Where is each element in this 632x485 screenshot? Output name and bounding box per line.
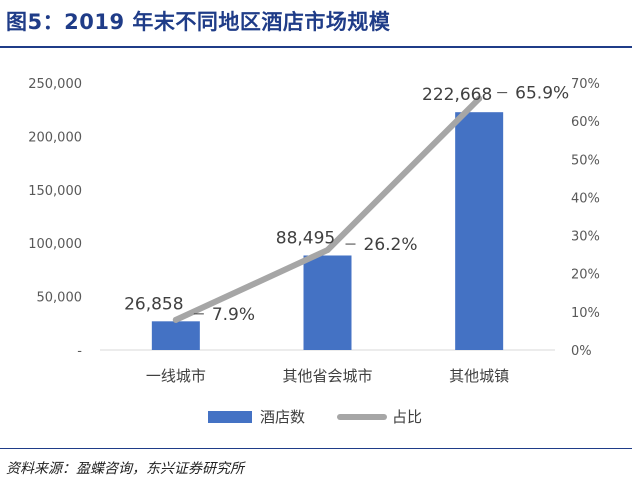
left-tick-label: 150,000 xyxy=(28,184,82,199)
source-note: 资料来源：盈蝶咨询，东兴证券研究所 xyxy=(6,461,244,477)
line-point xyxy=(324,247,331,254)
bar-data-labels: 26,858 88,495 222,668 xyxy=(124,85,492,314)
legend-bar-label: 酒店数 xyxy=(260,408,305,426)
right-axis: 0% 10% 20% 30% 40% 50% 60% 70% xyxy=(571,77,600,359)
right-tick-label: 10% xyxy=(571,306,600,321)
left-tick-label: - xyxy=(77,344,82,359)
bar-data-label: 222,668 xyxy=(422,85,492,105)
bar-data-label: 26,858 xyxy=(124,294,183,314)
right-tick-label: 60% xyxy=(571,115,600,130)
legend-bar-swatch xyxy=(208,411,252,423)
line-series xyxy=(172,95,483,323)
line-data-label: 65.9% xyxy=(515,84,569,104)
line-point xyxy=(172,316,179,323)
left-tick-label: 250,000 xyxy=(28,77,82,92)
right-tick-label: 0% xyxy=(571,344,592,359)
bar-series xyxy=(151,112,504,350)
combo-chart: - 50,000 100,000 150,000 200,000 250,000 0% 10… xyxy=(28,77,600,426)
bar xyxy=(303,255,352,350)
x-axis-categories: 一线城市 其他省会城市 其他城镇 xyxy=(146,367,509,385)
category-label: 一线城市 xyxy=(146,367,206,385)
right-tick-label: 20% xyxy=(571,268,600,283)
line-data-labels: 7.9% 26.2% 65.9% xyxy=(193,84,569,325)
right-tick-label: 50% xyxy=(571,153,600,168)
category-label: 其他省会城市 xyxy=(282,367,372,385)
line-point xyxy=(476,95,483,102)
right-tick-label: 40% xyxy=(571,191,600,206)
right-tick-label: 70% xyxy=(571,77,600,92)
bar xyxy=(455,112,504,350)
line-data-label: 7.9% xyxy=(212,305,255,325)
right-tick-label: 30% xyxy=(571,230,600,245)
category-label: 其他城镇 xyxy=(449,367,509,385)
title-divider xyxy=(0,46,632,48)
legend: 酒店数 占比 xyxy=(208,408,422,426)
left-tick-label: 200,000 xyxy=(28,130,82,145)
source-divider xyxy=(0,448,632,449)
bar-data-label: 88,495 xyxy=(276,228,335,248)
left-axis: - 50,000 100,000 150,000 200,000 250,000 xyxy=(28,77,82,359)
left-tick-label: 50,000 xyxy=(37,291,83,306)
left-tick-label: 100,000 xyxy=(28,237,82,252)
legend-line-label: 占比 xyxy=(392,408,422,426)
bar xyxy=(151,321,200,350)
line-data-label: 26.2% xyxy=(364,235,418,255)
figure-title: 图5：2019 年末不同地区酒店市场规模 xyxy=(6,10,391,34)
